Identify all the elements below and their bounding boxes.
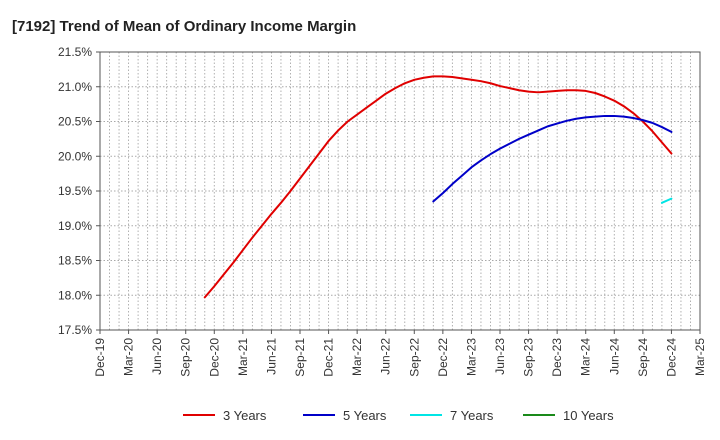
x-tick-label: Dec-24 xyxy=(664,338,678,377)
y-tick-label: 19.5% xyxy=(58,184,92,198)
x-tick-label: Mar-24 xyxy=(579,338,593,376)
x-tick-label: Dec-23 xyxy=(550,338,564,377)
x-tick-label: Sep-21 xyxy=(293,338,307,377)
axes: 17.5% 18.0% 18.5% 19.0% 19.5% 20.0% 20.5% 21.0%… xyxy=(58,45,707,377)
x-tick-label: Dec-22 xyxy=(436,338,450,377)
x-tick-label: Sep-24 xyxy=(636,338,650,377)
series-layer xyxy=(203,75,673,299)
series-line-3 xyxy=(660,197,673,204)
legend-label-1: 3 Years xyxy=(223,408,267,423)
plot-area xyxy=(100,52,700,330)
y-tick-label: 18.5% xyxy=(58,254,92,268)
x-tick-label: Sep-20 xyxy=(179,338,193,377)
x-tick-label: Jun-23 xyxy=(493,338,507,375)
y-tick-label: 21.0% xyxy=(58,80,92,94)
x-tick-label: Mar-25 xyxy=(693,338,707,376)
series-line-2 xyxy=(432,114,673,203)
x-tick-label: Mar-23 xyxy=(464,338,478,376)
x-tick-label: Sep-22 xyxy=(407,338,421,377)
x-tick-label: Jun-24 xyxy=(607,338,621,375)
y-tick-label: 17.5% xyxy=(58,323,92,337)
x-tick-label: Mar-20 xyxy=(122,338,136,376)
y-tick-label: 18.0% xyxy=(58,288,92,302)
x-tick-label: Mar-21 xyxy=(236,338,250,376)
y-tick-label: 21.5% xyxy=(58,45,92,59)
x-tick-label: Jun-22 xyxy=(379,338,393,375)
x-tick-label: Dec-21 xyxy=(322,338,336,377)
y-tick-label: 20.5% xyxy=(58,115,92,129)
legend-label-2: 5 Years xyxy=(343,408,387,423)
plot-background xyxy=(100,52,700,330)
legend-label-3: 7 Years xyxy=(450,408,494,423)
x-tick-label: Sep-23 xyxy=(522,338,536,377)
legend: 3 Years 5 Years 7 Years 10 Years xyxy=(183,408,614,423)
x-tick-label: Dec-20 xyxy=(207,338,221,377)
y-tick-label: 19.0% xyxy=(58,219,92,233)
chart-title: [7192] Trend of Mean of Ordinary Income … xyxy=(12,18,356,35)
x-tick-label: Jun-20 xyxy=(150,338,164,375)
series-line-1 xyxy=(203,75,673,299)
gridlines xyxy=(100,52,700,330)
legend-label-4: 10 Years xyxy=(563,408,614,423)
x-tick-label: Mar-22 xyxy=(350,338,364,376)
x-tick-label: Dec-19 xyxy=(93,338,107,377)
x-tick-label: Jun-21 xyxy=(264,338,278,375)
y-tick-label: 20.0% xyxy=(58,149,92,163)
